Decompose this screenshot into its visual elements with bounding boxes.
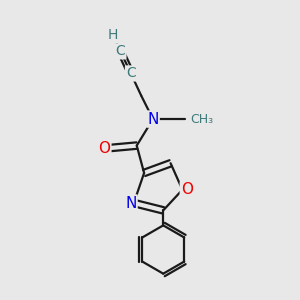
Text: C: C [116,44,125,58]
Text: H: H [108,28,119,42]
Text: O: O [98,141,110,156]
Text: C: C [126,66,136,80]
Text: N: N [125,196,136,211]
Text: N: N [147,112,159,127]
Text: O: O [181,182,193,197]
Text: CH₃: CH₃ [190,112,213,126]
